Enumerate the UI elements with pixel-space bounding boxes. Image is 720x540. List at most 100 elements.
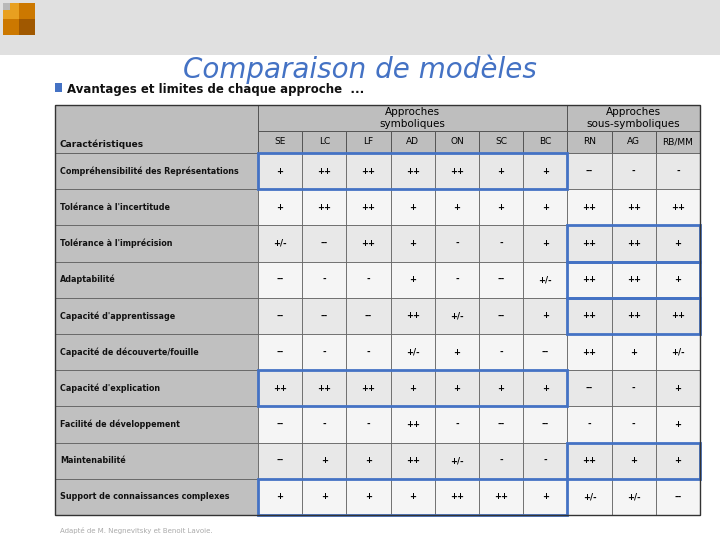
- Text: ++: ++: [318, 384, 331, 393]
- Text: -: -: [323, 348, 326, 356]
- Bar: [567, 407, 611, 443]
- Text: +/-: +/-: [406, 348, 420, 356]
- Bar: [55, 105, 258, 153]
- Text: -: -: [455, 275, 459, 284]
- Bar: [390, 225, 435, 261]
- Bar: [302, 131, 346, 153]
- Text: BC: BC: [539, 138, 552, 146]
- Text: Avantages et limites de chaque approche  ...: Avantages et limites de chaque approche …: [67, 83, 364, 96]
- Text: +: +: [498, 203, 505, 212]
- Text: -: -: [499, 348, 503, 356]
- Text: LC: LC: [319, 138, 330, 146]
- Text: ++: ++: [582, 456, 596, 465]
- Bar: [302, 443, 346, 479]
- Text: --: --: [674, 492, 682, 502]
- Bar: [611, 334, 656, 370]
- Text: +: +: [454, 203, 460, 212]
- Text: +: +: [454, 384, 460, 393]
- Bar: [346, 334, 390, 370]
- Text: +: +: [542, 203, 549, 212]
- Bar: [611, 153, 656, 189]
- Text: --: --: [498, 420, 505, 429]
- Text: ++: ++: [405, 456, 420, 465]
- Text: +/-: +/-: [582, 492, 596, 502]
- Bar: [523, 370, 567, 407]
- Text: --: --: [586, 167, 593, 176]
- Bar: [3, 19, 19, 35]
- Text: +: +: [542, 312, 549, 320]
- Text: +: +: [409, 384, 416, 393]
- Text: +: +: [675, 420, 681, 429]
- Text: ++: ++: [273, 384, 287, 393]
- Bar: [611, 189, 656, 225]
- Text: --: --: [541, 420, 549, 429]
- Text: --: --: [498, 275, 505, 284]
- Text: +: +: [675, 384, 681, 393]
- Text: +: +: [542, 167, 549, 176]
- Bar: [523, 153, 567, 189]
- Text: ++: ++: [318, 167, 331, 176]
- Bar: [523, 131, 567, 153]
- Text: +: +: [542, 384, 549, 393]
- Text: -: -: [455, 420, 459, 429]
- Bar: [479, 225, 523, 261]
- Text: --: --: [276, 275, 284, 284]
- Bar: [258, 407, 302, 443]
- Bar: [523, 407, 567, 443]
- Text: Tolérance à l'incertitude: Tolérance à l'incertitude: [60, 203, 170, 212]
- Text: +/-: +/-: [450, 456, 464, 465]
- Bar: [567, 153, 611, 189]
- Bar: [567, 370, 611, 407]
- Bar: [302, 153, 346, 189]
- Text: -: -: [632, 384, 636, 393]
- Bar: [346, 407, 390, 443]
- Bar: [611, 370, 656, 407]
- Text: ++: ++: [361, 167, 376, 176]
- Bar: [567, 334, 611, 370]
- Bar: [656, 225, 700, 261]
- Bar: [656, 131, 700, 153]
- Text: +: +: [365, 492, 372, 502]
- Text: ++: ++: [582, 275, 596, 284]
- Bar: [479, 153, 523, 189]
- Bar: [567, 298, 611, 334]
- Text: +: +: [365, 456, 372, 465]
- Bar: [656, 189, 700, 225]
- Bar: [390, 261, 435, 298]
- Text: ++: ++: [450, 167, 464, 176]
- Bar: [435, 479, 479, 515]
- Bar: [656, 407, 700, 443]
- Bar: [346, 153, 390, 189]
- Bar: [55, 153, 258, 189]
- Bar: [346, 443, 390, 479]
- Text: ++: ++: [450, 492, 464, 502]
- Bar: [435, 298, 479, 334]
- Bar: [55, 370, 258, 407]
- Text: ++: ++: [582, 203, 596, 212]
- Bar: [567, 131, 611, 153]
- Text: +/-: +/-: [627, 492, 641, 502]
- Bar: [55, 407, 258, 443]
- Text: -: -: [323, 420, 326, 429]
- Text: --: --: [276, 348, 284, 356]
- Bar: [523, 189, 567, 225]
- Text: ++: ++: [361, 203, 376, 212]
- Bar: [346, 189, 390, 225]
- Bar: [435, 153, 479, 189]
- Bar: [346, 225, 390, 261]
- Bar: [523, 261, 567, 298]
- Text: --: --: [541, 348, 549, 356]
- Bar: [567, 105, 700, 131]
- Bar: [611, 479, 656, 515]
- Bar: [611, 225, 656, 261]
- Bar: [479, 261, 523, 298]
- Text: -: -: [499, 456, 503, 465]
- Bar: [611, 407, 656, 443]
- Bar: [656, 443, 700, 479]
- Text: -: -: [366, 420, 370, 429]
- Text: -: -: [676, 167, 680, 176]
- Bar: [435, 334, 479, 370]
- Bar: [258, 479, 302, 515]
- Bar: [567, 298, 700, 334]
- Text: AG: AG: [627, 138, 640, 146]
